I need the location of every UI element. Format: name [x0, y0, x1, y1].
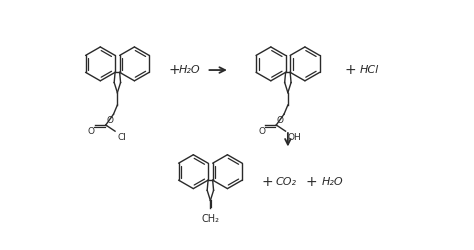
Text: +: + — [305, 176, 317, 190]
Text: H₂O: H₂O — [179, 65, 200, 75]
Text: +: + — [344, 63, 356, 77]
Text: H₂O: H₂O — [321, 178, 343, 188]
Text: CO₂: CO₂ — [276, 178, 297, 188]
Text: O: O — [88, 126, 94, 136]
Text: O: O — [106, 116, 113, 125]
Text: OH: OH — [288, 133, 301, 142]
Text: Cl: Cl — [118, 133, 126, 142]
Text: +: + — [168, 63, 180, 77]
Text: O: O — [258, 126, 265, 136]
Text: O: O — [277, 116, 283, 125]
Text: HCl: HCl — [360, 65, 379, 75]
Text: CH₂: CH₂ — [201, 214, 219, 224]
Text: +: + — [261, 176, 273, 190]
